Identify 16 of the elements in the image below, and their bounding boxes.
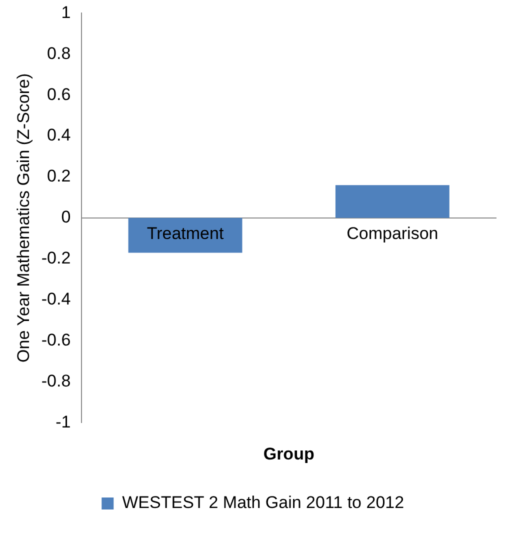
y-tick-label: 0.2 (47, 166, 71, 186)
y-axis-title: One Year Mathematics Gain (Z-Score) (14, 73, 33, 362)
y-tick-label: 0.4 (47, 126, 71, 145)
y-tick-label: 0.6 (47, 84, 71, 104)
y-tick-label: -1 (56, 412, 71, 432)
y-tick-label: 1 (61, 2, 71, 22)
legend-label: WESTEST 2 Math Gain 2011 to 2012 (122, 493, 404, 512)
y-tick-label: -0.4 (41, 289, 71, 308)
y-tick-label: -0.2 (41, 248, 71, 268)
y-tick-label: 0 (61, 208, 71, 227)
y-tick-label: -0.8 (41, 371, 71, 390)
x-tick-label: Treatment (146, 224, 224, 244)
x-axis-title: Group (263, 444, 314, 464)
y-tick-label: -0.6 (41, 330, 71, 350)
x-tick-label: Comparison (346, 224, 438, 244)
y-tick-label: 0.8 (47, 44, 71, 63)
